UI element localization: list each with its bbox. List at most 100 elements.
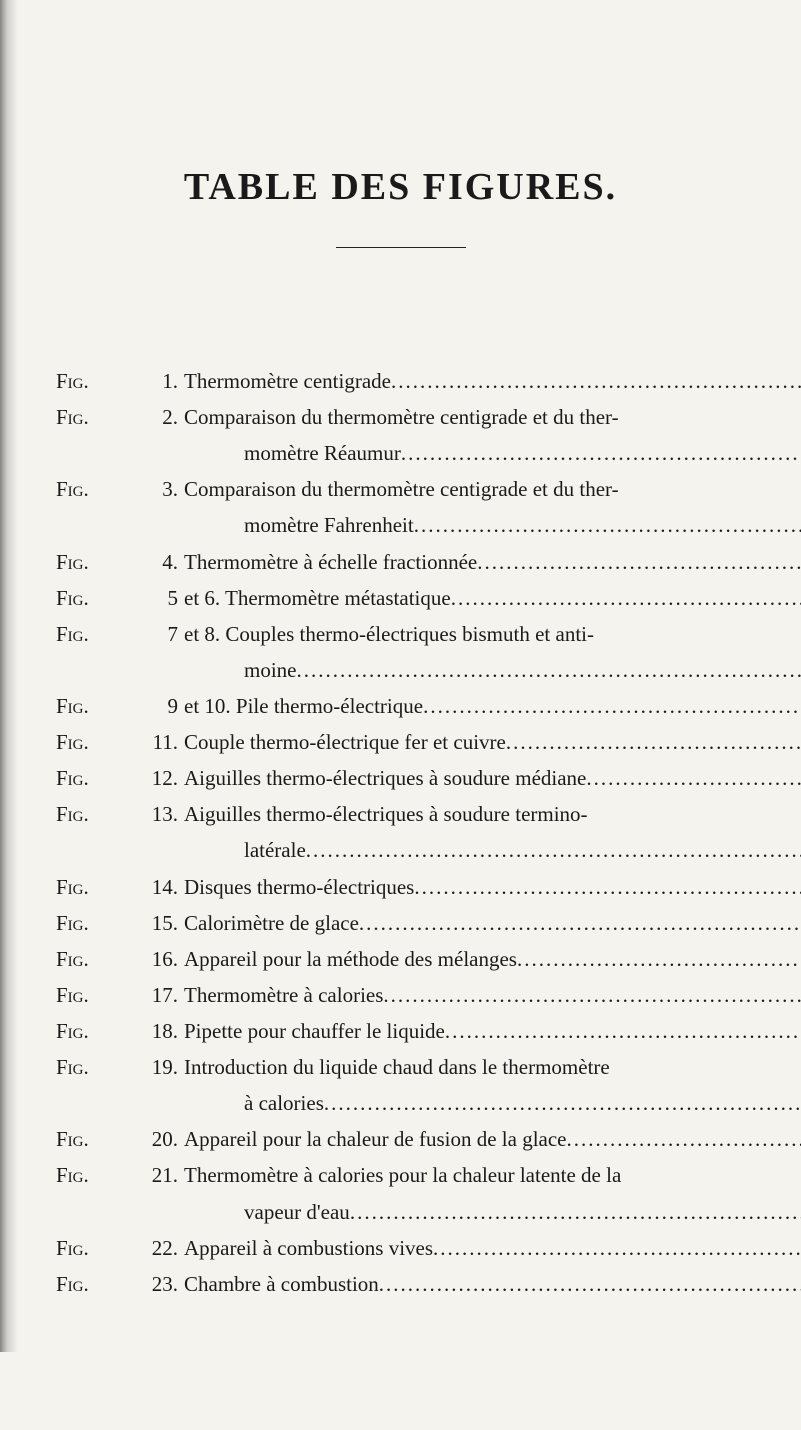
- toc-entry: Fig.22.Appareil à combustions vives68: [56, 1230, 753, 1266]
- entry-text: Appareil à combustions vives: [184, 1230, 433, 1266]
- entry-line: et 6. Thermomètre métastatique13 et 14: [184, 580, 801, 616]
- fig-number: 1.: [146, 363, 184, 399]
- entry-line: Couple thermo-électrique fer et cuivre24: [184, 724, 801, 760]
- entry-text: et 8. Couples thermo-électriques bismuth…: [184, 616, 594, 652]
- entry-line: Calorimètre de glace38: [184, 905, 801, 941]
- entry-text: et 10. Pile thermo-électrique: [184, 688, 423, 724]
- entry-text: à calories: [244, 1085, 324, 1121]
- entry-text: Appareil pour la chaleur de fusion de la…: [184, 1121, 567, 1157]
- entry-text: Aiguilles thermo-électriques à soudure m…: [184, 760, 586, 796]
- dot-leader: [567, 1121, 801, 1157]
- entry-text: Chambre à combustion: [184, 1266, 379, 1302]
- dot-leader: [414, 507, 801, 543]
- entry-body: Couple thermo-électrique fer et cuivre24: [184, 724, 801, 760]
- fig-label: Fig.: [56, 1013, 146, 1049]
- entry-text: Comparaison du thermomètre centigrade et…: [184, 471, 619, 507]
- dot-leader: [379, 1266, 801, 1302]
- entry-body: et 6. Thermomètre métastatique13 et 14: [184, 580, 801, 616]
- entry-body: Chambre à combustion71: [184, 1266, 801, 1302]
- fig-label: Fig.: [56, 399, 146, 435]
- toc-entry: Fig.19.Introduction du liquide chaud dan…: [56, 1049, 753, 1121]
- entry-body: Thermomètre centigrade4: [184, 363, 801, 399]
- entry-line: Appareil pour la chaleur de fusion de la…: [184, 1121, 801, 1157]
- fig-label: Fig.: [56, 869, 146, 905]
- fig-number: 23.: [146, 1266, 184, 1302]
- entry-line: Aiguilles thermo-électriques à soudure m…: [184, 760, 801, 796]
- fig-label: Fig.: [56, 1230, 146, 1266]
- entry-text: Calorimètre de glace: [184, 905, 359, 941]
- entry-line: Appareil pour la méthode des mélanges43: [184, 941, 801, 977]
- fig-number: 15.: [146, 905, 184, 941]
- entry-line: Disques thermo-électriques31: [184, 869, 801, 905]
- entry-line: Introduction du liquide chaud dans le th…: [184, 1049, 801, 1085]
- toc-entry: Fig.2.Comparaison du thermomètre centigr…: [56, 399, 753, 471]
- fig-label: Fig.: [56, 941, 146, 977]
- fig-label: Fig.: [56, 1266, 146, 1302]
- entry-line: Thermomètre centigrade4: [184, 363, 801, 399]
- toc-entry: Fig.15.Calorimètre de glace38: [56, 905, 753, 941]
- entry-line: vapeur d'eau63: [184, 1194, 801, 1230]
- fig-number: 21.: [146, 1157, 184, 1193]
- entry-text: Couple thermo-électrique fer et cuivre: [184, 724, 506, 760]
- fig-number: 3.: [146, 471, 184, 507]
- entry-body: et 8. Couples thermo-électriques bismuth…: [184, 616, 801, 688]
- dot-leader: [433, 1230, 801, 1266]
- entry-body: Disques thermo-électriques31: [184, 869, 801, 905]
- toc-entry: Fig.4.Thermomètre à échelle fractionnée1…: [56, 544, 753, 580]
- toc-entry: Fig.7et 8. Couples thermo-électriques bi…: [56, 616, 753, 688]
- fig-label: Fig.: [56, 760, 146, 796]
- dot-leader: [391, 363, 801, 399]
- entry-text: Thermomètre à calories: [184, 977, 383, 1013]
- entry-line: momètre Fahrenheit7: [184, 507, 801, 543]
- toc-entry: Fig.17.Thermomètre à calories52: [56, 977, 753, 1013]
- dot-leader: [383, 977, 801, 1013]
- page-container: TABLE DES FIGURES. Fig.1.Thermomètre cen…: [0, 0, 801, 1352]
- entry-text: et 6. Thermomètre métastatique: [184, 580, 451, 616]
- toc-entry: Fig.13.Aiguilles thermo-électriques à so…: [56, 796, 753, 868]
- toc-entry: Fig.14.Disques thermo-électriques31: [56, 869, 753, 905]
- entry-line: à calories54: [184, 1085, 801, 1121]
- page-title: TABLE DES FIGURES.: [48, 165, 753, 209]
- entry-text: momètre Fahrenheit: [244, 507, 414, 543]
- entry-text: Introduction du liquide chaud dans le th…: [184, 1049, 610, 1085]
- entry-text: momètre Réaumur: [244, 435, 401, 471]
- toc-entry: Fig.1.Thermomètre centigrade4: [56, 363, 753, 399]
- entry-body: Appareil pour la chaleur de fusion de la…: [184, 1121, 801, 1157]
- fig-number: 11.: [146, 724, 184, 760]
- dot-leader: [350, 1194, 801, 1230]
- fig-number: 9: [146, 688, 184, 724]
- dot-leader: [586, 760, 801, 796]
- fig-number: 20.: [146, 1121, 184, 1157]
- entry-text: Pipette pour chauffer le liquide: [184, 1013, 445, 1049]
- entry-text: moine: [244, 652, 297, 688]
- entry-text: Thermomètre centigrade: [184, 363, 391, 399]
- entry-line: Thermomètre à calories pour la chaleur l…: [184, 1157, 801, 1193]
- fig-number: 19.: [146, 1049, 184, 1085]
- fig-number: 7: [146, 616, 184, 652]
- entry-body: Appareil pour la méthode des mélanges43: [184, 941, 801, 977]
- toc-entry: Fig.21.Thermomètre à calories pour la ch…: [56, 1157, 753, 1229]
- fig-label: Fig.: [56, 724, 146, 760]
- dot-leader: [359, 905, 801, 941]
- dot-leader: [414, 869, 801, 905]
- toc-entry: Fig.5et 6. Thermomètre métastatique13 et…: [56, 580, 753, 616]
- dot-leader: [506, 724, 801, 760]
- entry-text: Aiguilles thermo-électriques à soudure t…: [184, 796, 588, 832]
- fig-label: Fig.: [56, 905, 146, 941]
- fig-number: 14.: [146, 869, 184, 905]
- entry-text: Appareil pour la méthode des mélanges: [184, 941, 517, 977]
- table-of-figures: Fig.1.Thermomètre centigrade4Fig.2.Compa…: [48, 363, 753, 1302]
- entry-body: Pipette pour chauffer le liquide53: [184, 1013, 801, 1049]
- fig-label: Fig.: [56, 1121, 146, 1157]
- dot-leader: [297, 652, 801, 688]
- fig-number: 2.: [146, 399, 184, 435]
- dot-leader: [477, 544, 801, 580]
- fig-label: Fig.: [56, 471, 146, 507]
- dot-leader: [517, 941, 801, 977]
- entry-body: Thermomètre à échelle fractionnée11: [184, 544, 801, 580]
- entry-text: vapeur d'eau: [244, 1194, 350, 1230]
- fig-label: Fig.: [56, 1157, 146, 1193]
- entry-line: moine19: [184, 652, 801, 688]
- entry-line: Appareil à combustions vives68: [184, 1230, 801, 1266]
- entry-text: Disques thermo-électriques: [184, 869, 414, 905]
